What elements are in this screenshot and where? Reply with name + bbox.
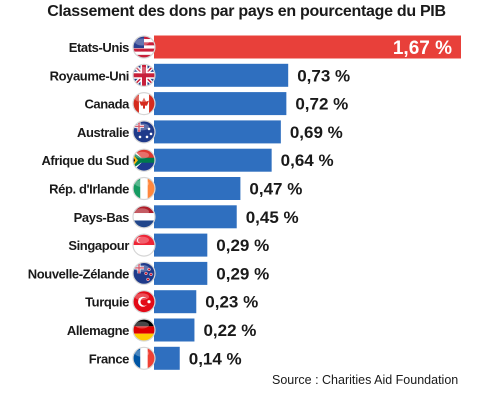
singapore-flag-icon — [132, 233, 156, 257]
category-label: Allemagne — [67, 323, 129, 338]
uk-flag-icon — [132, 63, 156, 87]
new-zealand-flag-icon — [132, 261, 156, 285]
bar — [154, 148, 272, 172]
category-label: Royaume-Uni — [50, 68, 129, 83]
category-label: Singapour — [68, 238, 129, 253]
bar — [154, 205, 237, 229]
category-label: Turquie — [85, 295, 129, 310]
bar-row: Afrique du Sud 0,64 % — [41, 148, 334, 172]
bar — [154, 261, 208, 285]
value-label: 0,73 % — [297, 66, 350, 85]
france-flag-icon — [132, 346, 156, 370]
source-note: Source : Charities Aid Foundation — [272, 373, 459, 387]
bar — [154, 92, 287, 116]
bar-row: Etats-Unis 1,67 % — [69, 35, 461, 59]
bar — [154, 63, 289, 87]
value-label: 0,47 % — [249, 180, 302, 199]
bar-row: Nouvelle-Zélande 0,29 % — [28, 261, 269, 285]
chart-title: Classement des dons par pays en pourcent… — [47, 3, 446, 20]
south-africa-flag-icon — [132, 148, 156, 172]
bar-row: Rép. d'Irlande 0,47 % — [49, 176, 302, 201]
value-label: 0,45 % — [246, 208, 299, 227]
category-label: Canada — [84, 97, 130, 112]
category-label: Australie — [77, 125, 129, 140]
bar — [154, 290, 197, 314]
ireland-flag-icon — [132, 176, 156, 201]
category-label: Nouvelle-Zélande — [28, 266, 129, 281]
category-label: Etats-Unis — [69, 40, 129, 55]
value-label: 0,29 % — [216, 236, 269, 255]
bar-row: Royaume-Uni 0,73 % — [50, 63, 350, 87]
value-label: 0,29 % — [216, 264, 269, 283]
turkey-flag-icon — [132, 290, 156, 314]
category-label: France — [89, 351, 129, 366]
bar — [154, 177, 241, 200]
usa-flag-icon — [132, 35, 156, 59]
value-label: 0,72 % — [295, 95, 348, 114]
germany-flag-icon — [132, 318, 156, 342]
bar-row: France 0,14 % — [89, 346, 242, 370]
category-label: Pays-Bas — [74, 210, 130, 225]
bar-row: Allemagne 0,22 % — [67, 318, 256, 342]
bar-row: Australie 0,69 % — [77, 120, 343, 144]
category-label: Afrique du Sud — [41, 153, 129, 168]
value-label: 0,69 % — [290, 123, 343, 142]
value-label: 0,64 % — [281, 151, 334, 170]
australia-flag-icon — [132, 120, 156, 144]
value-label: 1,67 % — [393, 38, 452, 59]
bar-row: Turquie 0,23 % — [85, 290, 258, 314]
value-label: 0,14 % — [189, 349, 242, 368]
value-label: 0,22 % — [203, 321, 256, 340]
bar — [154, 120, 281, 144]
netherlands-flag-icon — [132, 205, 156, 229]
bar-row: Canada 0,72 % — [84, 91, 348, 116]
value-label: 0,23 % — [205, 293, 258, 312]
bar-row: Singapour 0,29 % — [68, 233, 269, 257]
bar — [154, 35, 461, 59]
bar — [154, 346, 180, 370]
canada-flag-icon — [132, 91, 156, 116]
category-label: Rép. d'Irlande — [49, 182, 129, 197]
bar — [154, 318, 195, 342]
bar — [154, 233, 208, 257]
bar-row: Pays-Bas 0,45 % — [74, 205, 299, 229]
